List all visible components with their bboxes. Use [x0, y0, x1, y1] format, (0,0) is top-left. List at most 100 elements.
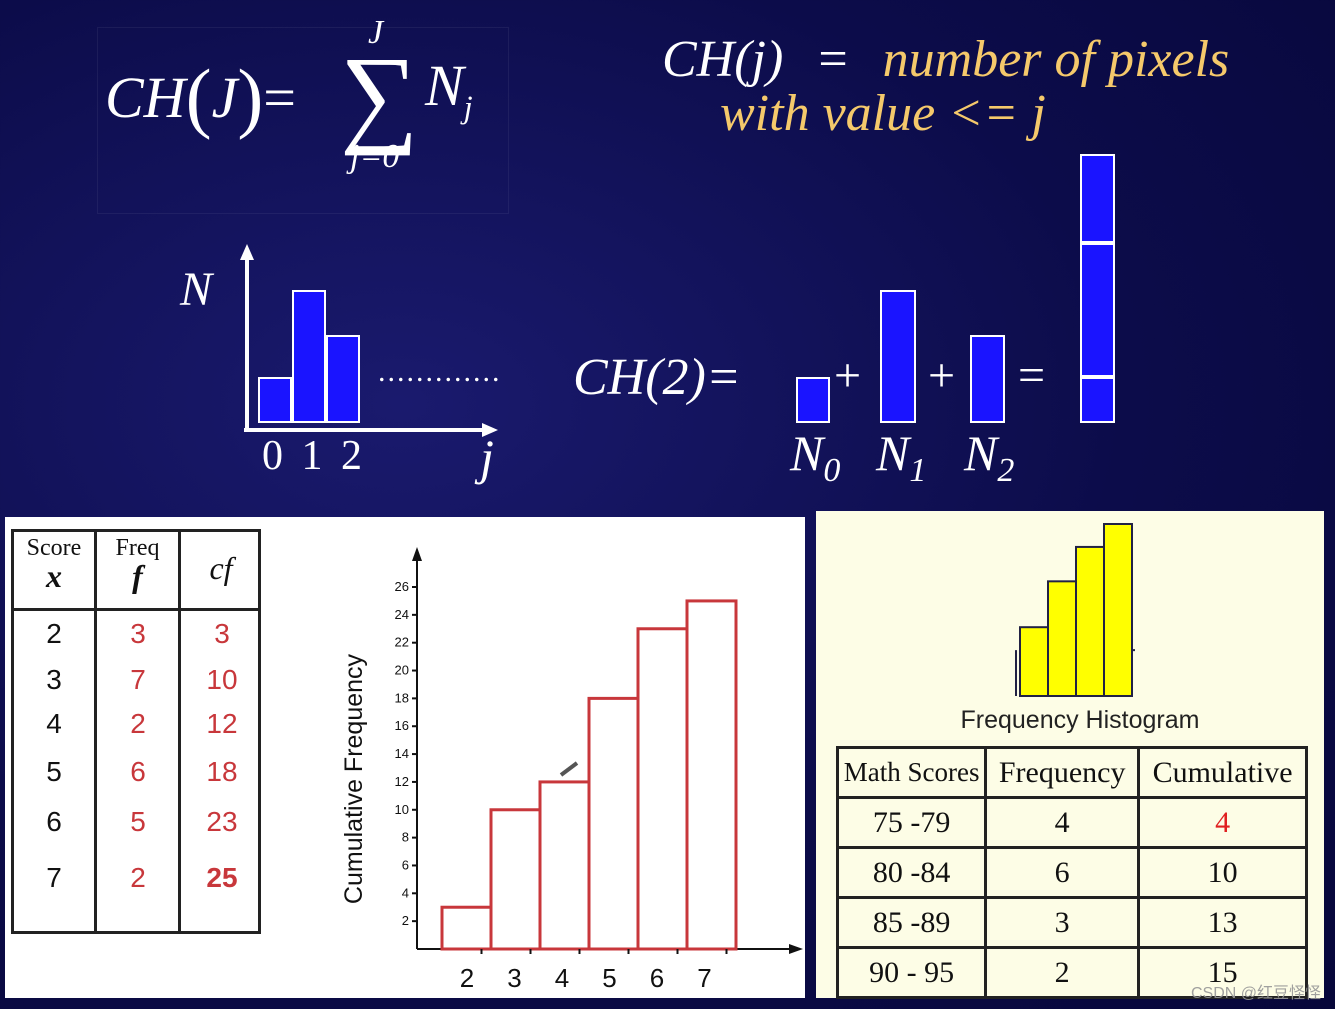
table-row: 75 -79 4 4 [835, 796, 1308, 849]
cell-cum: 4 [1137, 796, 1308, 849]
plus-1: + [834, 349, 862, 402]
cf-cell-f: 5 [130, 806, 146, 837]
cf-header-freq-var: f [132, 558, 143, 594]
formula-eq: = [263, 65, 297, 130]
cf-x-tick-label: 3 [507, 963, 521, 993]
cf-x-tick-label: 2 [460, 963, 474, 993]
watermark: CSDN @红豆怪怪 [1190, 985, 1321, 1002]
x-axis-label: j [480, 429, 494, 485]
label-n1: N1 [876, 424, 926, 490]
cf-header-cf-var: cf [209, 550, 233, 586]
cf-y-axis-label: Cumulative Frequency [340, 653, 368, 904]
cell-freq: 6 [984, 846, 1141, 899]
cell-cum: 10 [1137, 846, 1308, 899]
cf-y-tick-label: 18 [395, 690, 409, 705]
cf-header-score-label: Score [26, 535, 82, 561]
cf-x-tick-label: 7 [697, 963, 711, 993]
scores-table: Math Scores Frequency Cumulative 75 -79 … [835, 746, 1308, 999]
cf-bar [685, 599, 738, 951]
cf-header-freq: Freq f [97, 536, 178, 592]
cf-bar [636, 627, 689, 951]
frequency-histogram-chart [1015, 523, 1135, 697]
x-axis-arrow [482, 423, 498, 437]
formula-term: Nj [425, 52, 473, 126]
definition-lhs: CH(j) [662, 31, 784, 88]
label-n2-sub: 2 [997, 452, 1015, 489]
cell-range: 75 -79 [835, 796, 988, 849]
label-n0-base: N [790, 425, 824, 481]
cf-y-tick-label: 6 [402, 857, 409, 872]
cf-y-tick-label: 24 [395, 607, 409, 622]
label-n2: N2 [964, 424, 1014, 490]
cell-range: 85 -89 [835, 896, 988, 949]
header-math-scores: Math Scores [835, 746, 988, 799]
cf-cell-x: 5 [46, 756, 62, 787]
ch2-bar-n0 [796, 377, 830, 423]
stack-bar-bottom [1080, 377, 1115, 423]
stack-bar-top [1080, 154, 1115, 243]
cf-y-tick-label: 12 [395, 774, 409, 789]
cf-bar [587, 696, 640, 951]
scores-table-header: Math Scores Frequency Cumulative [835, 746, 1308, 799]
term-sub: j [463, 88, 473, 125]
cf-y-tick-label: 14 [395, 746, 409, 761]
cf-x-axis-arrow [789, 944, 803, 954]
cell-freq: 2 [984, 946, 1141, 999]
cf-cell-x: 4 [46, 708, 62, 739]
stack-bar-mid [1080, 243, 1115, 377]
formula-box [97, 27, 509, 214]
histogram-bar [1103, 523, 1133, 697]
cf-cell-f: 6 [130, 756, 146, 787]
header-cumulative: Cumulative [1137, 746, 1308, 799]
histogram-bar [1019, 626, 1049, 697]
cf-cell-cf: 18 [206, 756, 238, 787]
cf-y-tick-label: 16 [395, 718, 409, 733]
cf-cell-f: 7 [130, 664, 146, 695]
ch2-bar-n2 [970, 335, 1005, 423]
cf-header-score: Score x [14, 536, 94, 592]
continuation-dots: ............. [378, 355, 502, 388]
cell-range: 80 -84 [835, 846, 988, 899]
cf-cell-cf: 10 [206, 664, 238, 695]
sum-lower: j=0 [350, 138, 400, 175]
y-axis-label: N [180, 263, 213, 316]
table-row: 90 - 95 2 15 [835, 946, 1308, 999]
formula-ch: CH [105, 65, 186, 130]
paren-open: ( [185, 53, 212, 140]
cf-table: Score x Freq f cf 2 3 3 3 7 10 4 2 12 5 6 18 6 5 23 7 2 2… [11, 529, 261, 934]
cf-cell-f: 3 [130, 618, 146, 649]
term-base: N [425, 53, 464, 118]
cf-y-tick-label: 4 [402, 885, 409, 900]
table-row: 85 -89 3 13 [835, 896, 1308, 949]
histogram-title: Frequency Histogram [960, 706, 1200, 734]
cf-header-score-var: x [46, 558, 62, 594]
histogram-bar [1047, 580, 1077, 697]
label-n0: N0 [790, 424, 840, 490]
sigma-symbol: ∑ [340, 34, 419, 156]
cell-freq: 4 [984, 796, 1141, 849]
paren-close: ) [237, 53, 264, 140]
definition-line1: CH(j) = number of pixels [662, 30, 1229, 89]
y-axis-arrow [240, 244, 254, 260]
cf-cell-f: 2 [130, 862, 146, 893]
sum-upper: J [368, 14, 384, 51]
label-n1-base: N [876, 425, 910, 481]
cf-y-tick-label: 22 [395, 635, 409, 650]
cf-bar [489, 808, 542, 951]
cf-cell-cf: 23 [206, 806, 238, 837]
cf-panel: Score x Freq f cf 2 3 3 3 7 10 4 2 12 5 6 18 6 5 23 7 2 2… [5, 517, 805, 998]
cell-cum: 15 [1137, 946, 1308, 999]
cf-y-tick-label: 8 [402, 830, 409, 845]
cf-cell-x: 6 [46, 806, 62, 837]
cf-header-freq-label: Freq [115, 535, 160, 561]
plus-2: + [928, 349, 956, 402]
formula-lhs: CH(J)= [105, 52, 296, 142]
cell-freq: 3 [984, 896, 1141, 949]
ch2-bar-n1 [880, 290, 916, 423]
x-ticks: 0 1 2 [262, 433, 366, 479]
equals-sign: = [1018, 349, 1046, 402]
cf-cell-cf: 3 [214, 618, 230, 649]
cf-y-tick-label: 10 [395, 802, 409, 817]
histogram-panel: Frequency Histogram Math Scores Frequenc… [816, 511, 1324, 999]
cf-bar [440, 905, 493, 951]
